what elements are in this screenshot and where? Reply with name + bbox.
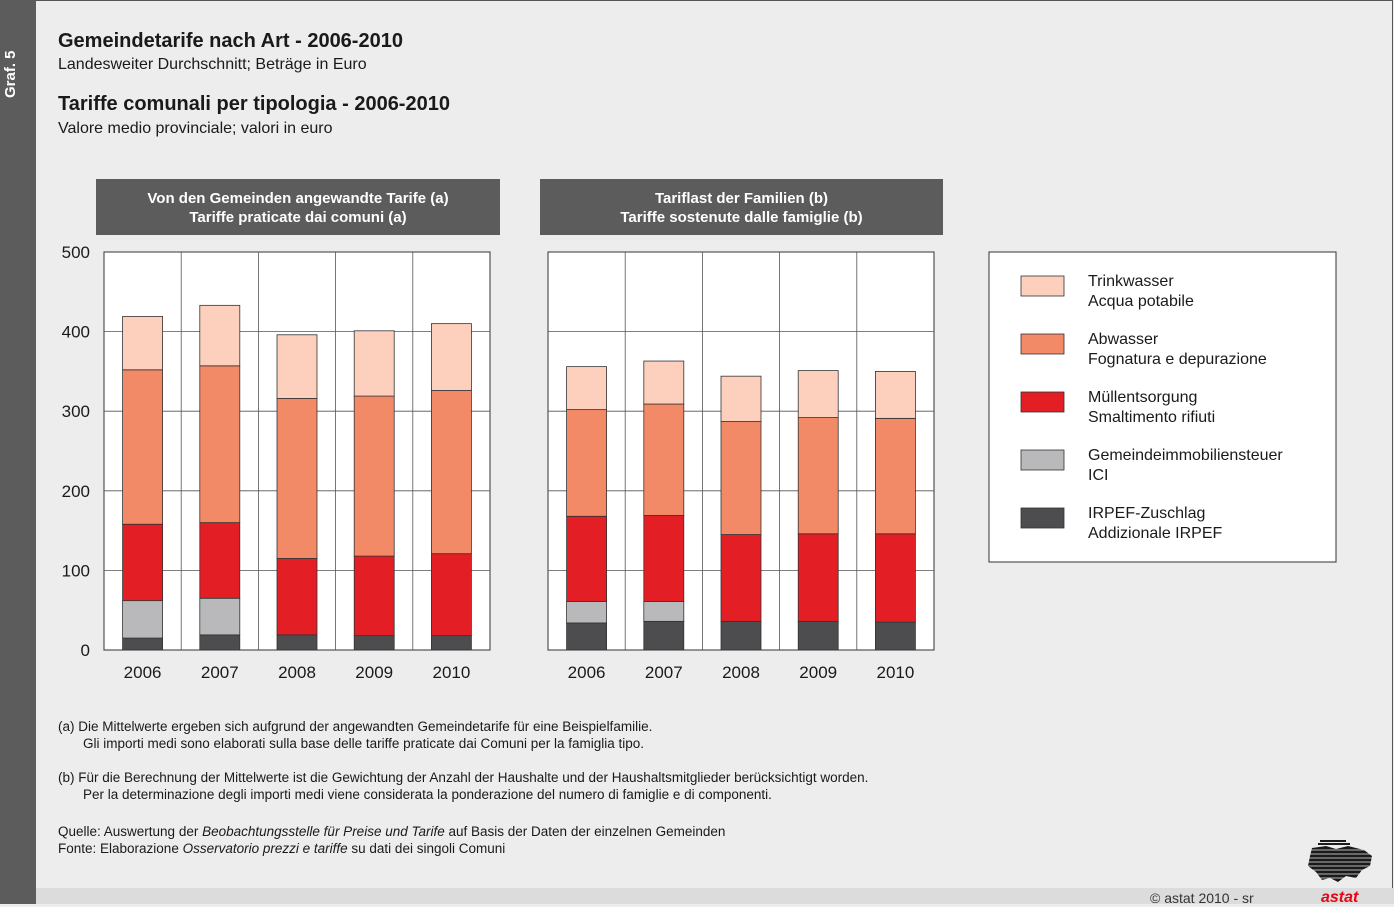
note-b: (b) Für die Berechnung der Mittelwerte i… (58, 769, 868, 803)
sidebar: Graf. 5 (0, 0, 36, 904)
note-a-de: (a) Die Mittelwerte ergeben sich aufgrun… (58, 719, 653, 734)
source-it-pre: Fonte: Elaborazione (58, 841, 183, 856)
footer-band (36, 888, 1394, 904)
source-de-pre: Quelle: Auswertung der (58, 824, 203, 839)
astat-logo-text: astat (1321, 889, 1359, 906)
astat-logo-icon (1306, 840, 1376, 882)
graph-number-label: Graf. 5 (2, 50, 19, 98)
subtitle-it: Valore medio provinciale; valori in euro (58, 120, 333, 137)
title-it: Tariffe comunali per tipologia - 2006-20… (58, 93, 450, 115)
note-a: (a) Die Mittelwerte ergeben sich aufgrun… (58, 718, 652, 752)
source-it-em: Osservatorio prezzi e tariffe (182, 841, 348, 856)
source-de-post: auf Basis der Daten der einzelnen Gemein… (444, 824, 726, 839)
note-b-de: (b) Für die Berechnung der Mittelwerte i… (58, 770, 869, 785)
title-de: Gemeindetarife nach Art - 2006-2010 (58, 30, 403, 52)
source-notes: Quelle: Auswertung der Beobachtungsstell… (58, 823, 725, 857)
source-de: Quelle: Auswertung der Beobachtungsstell… (58, 823, 725, 840)
source-de-em: Beobachtungsstelle für Preise und Tarife (202, 824, 445, 839)
source-it-post: su dati dei singoli Comuni (347, 841, 506, 856)
copyright-text: © astat 2010 - sr (1150, 890, 1254, 906)
note-b-it: Per la determinazione degli importi medi… (83, 787, 772, 802)
subtitle-de: Landesweiter Durchschnitt; Beträge in Eu… (58, 56, 367, 73)
source-it: Fonte: Elaborazione Osservatorio prezzi … (58, 840, 725, 857)
note-a-it: Gli importi medi sono elaborati sulla ba… (83, 736, 645, 751)
